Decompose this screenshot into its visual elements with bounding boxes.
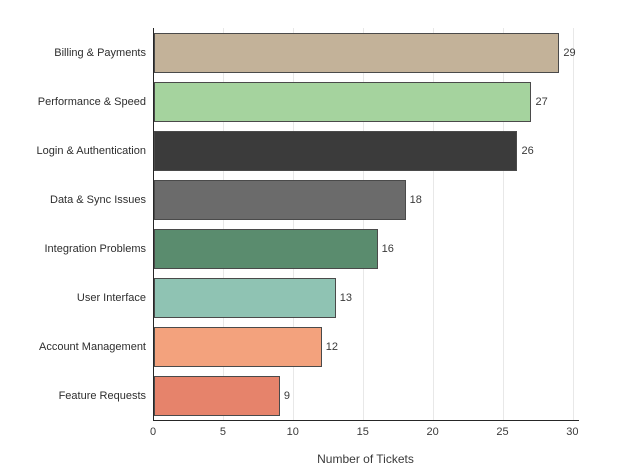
gridline xyxy=(223,28,225,420)
gridline xyxy=(433,28,435,420)
gridline xyxy=(503,28,504,420)
bar xyxy=(154,81,532,122)
bar xyxy=(154,375,280,416)
bar xyxy=(154,228,378,269)
x-axis-tick-label: 20 xyxy=(426,426,439,438)
category-label: Feature Requests xyxy=(58,389,146,402)
bar-value-label: 27 xyxy=(535,95,548,108)
category-label: Account Management xyxy=(38,340,146,353)
bar xyxy=(154,326,322,367)
x-axis-tick-label: 5 xyxy=(219,426,226,438)
bar-value-label: 9 xyxy=(283,389,290,402)
bar-value-label: 26 xyxy=(521,144,534,157)
category-label: Performance & Speed xyxy=(37,95,146,108)
bar xyxy=(154,277,336,318)
x-axis-tick-label: 10 xyxy=(286,426,299,438)
category-label: Data & Sync Issues xyxy=(50,193,146,206)
bar xyxy=(154,32,560,73)
bar-value-label: 12 xyxy=(325,340,338,353)
bar xyxy=(154,130,518,171)
category-label: User Interface xyxy=(76,291,146,304)
bar xyxy=(154,179,406,220)
gridline xyxy=(293,28,295,420)
bar-value-label: 18 xyxy=(409,193,422,206)
x-axis-tick-label: 0 xyxy=(149,426,157,438)
x-axis-tick-label: 30 xyxy=(566,426,579,438)
bar-value-label: 29 xyxy=(563,46,576,59)
x-axis-tick-label: 25 xyxy=(496,426,509,438)
category-label: Integration Problems xyxy=(44,242,147,255)
gridline xyxy=(363,28,365,420)
bar-value-label: 16 xyxy=(381,242,394,255)
category-label: Billing & Payments xyxy=(54,46,146,59)
chart-plot-area: 29 27 26 18 16 13 12 9 xyxy=(153,28,579,421)
gridline xyxy=(572,28,574,420)
x-axis-title: Number of Tickets xyxy=(317,452,414,466)
x-axis-tick-label: 15 xyxy=(356,426,369,438)
category-label: Login & Authentication xyxy=(36,144,146,157)
bar-value-label: 13 xyxy=(339,291,352,304)
